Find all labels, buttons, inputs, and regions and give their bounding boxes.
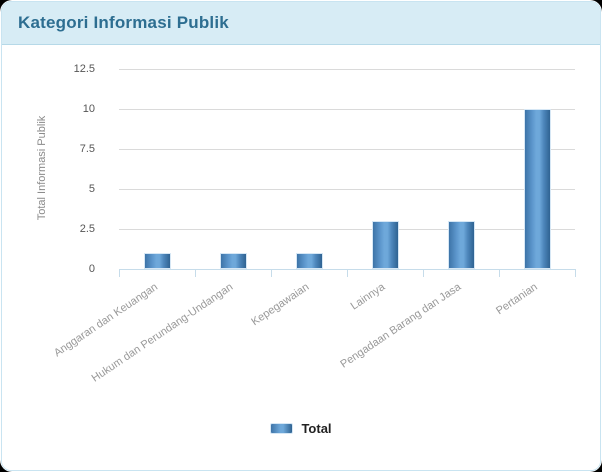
bar-lainnya[interactable] [371,220,399,269]
legend-swatch-icon [270,423,294,434]
legend-item-total[interactable]: Total [270,421,332,436]
y-tick-label: 2.5 [79,222,95,235]
y-tick-label: 5 [88,182,95,195]
y-tick-label: 12.5 [73,62,95,75]
gridline [119,108,575,110]
chart-canvas: Total Informasi Publik Total 0 2.5 5 7.5 10 1… [2,46,600,470]
y-tick-label: 7.5 [79,142,95,155]
y-axis-title: Total Informasi Publik [36,115,48,221]
x-axis-tick [195,268,196,277]
legend-label: Total [301,421,332,436]
bar-pengadaan-barang-dan-jasa[interactable] [447,220,475,269]
gridline [119,188,575,190]
x-axis-label-pengadaan-barang-dan-jasa: Pengadaan Barang dan Jasa [338,281,464,371]
gridline [119,68,575,70]
y-tick-label: 0 [88,262,95,275]
bar-pertanian[interactable] [523,108,551,269]
bar-kepegawaian[interactable] [295,252,323,269]
x-axis-tick [119,268,120,277]
legend: Total [2,421,600,436]
y-tick-label: 10 [82,102,95,115]
gridline [119,228,575,230]
x-axis-label-hukum-dan-perundang-undangan: Hukum dan Perundang-Undangan [90,281,236,385]
x-axis-tick [499,268,500,277]
x-axis-tick [423,268,424,277]
chart-card-header: Kategori Informasi Publik [2,2,600,45]
bar-hukum-dan-perundang-undangan[interactable] [219,252,247,269]
x-axis-label-kepegawaian: Kepegawaian [249,281,312,329]
bar-anggaran-dan-keuangan[interactable] [143,252,171,269]
x-axis-label-lainnya: Lainnya [349,281,388,313]
x-axis-label-pertanian: Pertanian [493,281,540,318]
x-axis-tick [271,268,272,277]
x-axis-tick [347,268,348,277]
chart-title: Kategori Informasi Publik [18,13,229,32]
gridline [119,148,575,150]
x-axis-tick [575,268,576,277]
